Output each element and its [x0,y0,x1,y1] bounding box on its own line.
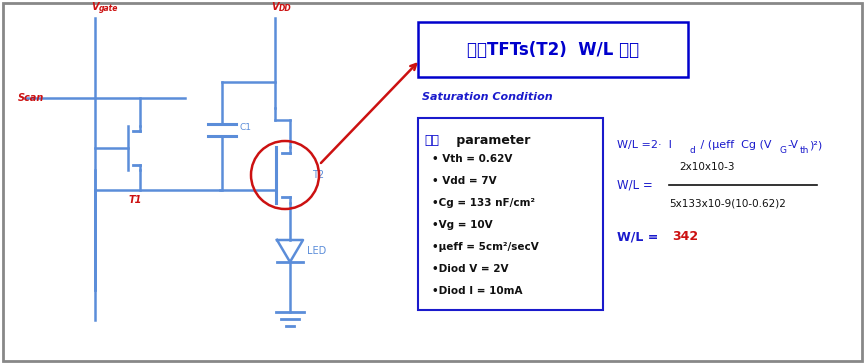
Text: gate: gate [99,4,119,13]
Text: • Vth = 0.62V: • Vth = 0.62V [432,154,512,164]
Text: G: G [780,146,787,155]
Text: 342: 342 [672,230,698,243]
Text: DD: DD [279,4,292,13]
Text: W/L =2·  I: W/L =2· I [617,140,672,150]
Text: / (μeff  Cg (V: / (μeff Cg (V [697,140,772,150]
Text: •Diod V = 2V: •Diod V = 2V [432,264,509,274]
Text: T1: T1 [128,195,142,205]
Text: • Vdd = 7V: • Vdd = 7V [432,176,497,186]
Text: parameter: parameter [452,134,530,147]
Text: W/L =: W/L = [617,178,653,191]
Text: Scan: Scan [18,93,44,103]
Text: •Cg = 133 nF/cm²: •Cg = 133 nF/cm² [432,198,535,208]
Text: 5x133x10-9(10-0.62)2: 5x133x10-9(10-0.62)2 [669,198,786,208]
Text: C1: C1 [239,123,251,132]
Text: •Diod I = 10mA: •Diod I = 10mA [432,286,522,296]
FancyBboxPatch shape [418,22,688,77]
Text: •μeff = 5cm²/secV: •μeff = 5cm²/secV [432,242,539,252]
Text: T2: T2 [312,170,324,180]
Text: 2x10x10-3: 2x10x10-3 [679,162,734,172]
Text: Saturation Condition: Saturation Condition [422,92,553,102]
Text: 구동TFTs(T2)  W/L 설계: 구동TFTs(T2) W/L 설계 [467,40,639,59]
Text: 고정: 고정 [424,134,439,147]
Text: )²): )²) [809,140,823,150]
FancyBboxPatch shape [418,118,603,310]
Text: •Vg = 10V: •Vg = 10V [432,220,493,230]
Text: th: th [800,146,810,155]
Text: W/L =: W/L = [617,230,663,243]
Text: LED: LED [307,246,326,256]
Text: V: V [91,2,99,12]
Text: -V: -V [787,140,798,150]
Text: d: d [690,146,695,155]
Text: V: V [272,2,279,12]
FancyBboxPatch shape [3,3,862,361]
